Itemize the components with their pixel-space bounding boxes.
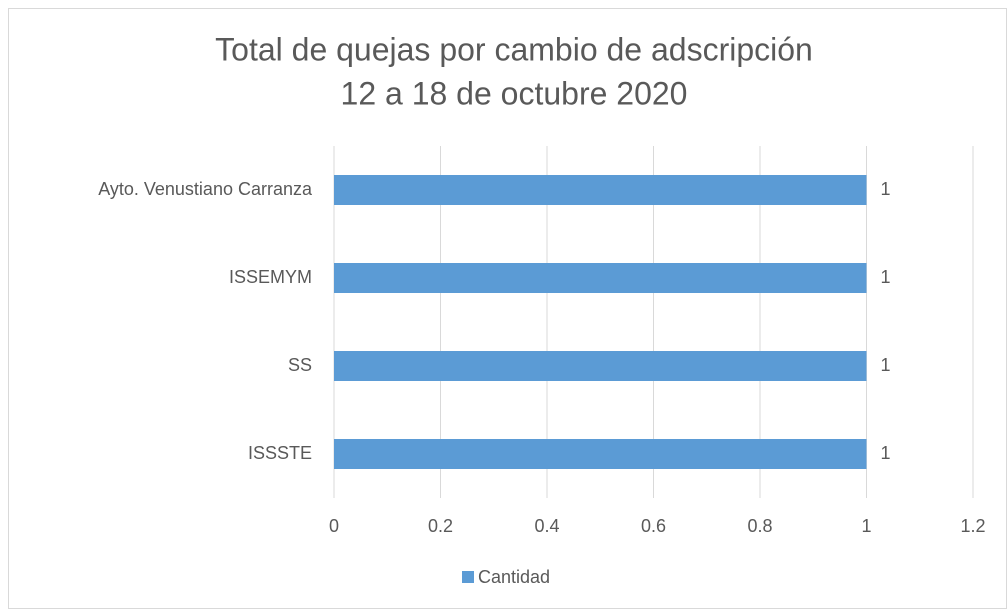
- data-label: 1: [881, 355, 891, 375]
- chart-subtitle: 12 a 18 de octubre 2020: [341, 75, 688, 111]
- bar: [334, 439, 867, 469]
- x-tick-label: 1.2: [960, 516, 985, 536]
- chart-title: Total de quejas por cambio de adscripció…: [215, 31, 813, 67]
- data-label: 1: [881, 179, 891, 199]
- x-tick-label: 0.2: [428, 516, 453, 536]
- chart-border: [8, 8, 1007, 609]
- y-tick-label: ISSSTE: [248, 443, 312, 463]
- x-tick-label: 1: [861, 516, 871, 536]
- legend-swatch: [462, 571, 474, 583]
- legend-label: Cantidad: [478, 567, 550, 587]
- bar: [334, 175, 867, 205]
- bar: [334, 351, 867, 381]
- data-label: 1: [881, 267, 891, 287]
- bar: [334, 263, 867, 293]
- data-label: 1: [881, 443, 891, 463]
- y-tick-label: ISSEMYM: [229, 267, 312, 287]
- x-tick-label: 0.4: [534, 516, 559, 536]
- x-tick-label: 0: [329, 516, 339, 536]
- y-tick-label: SS: [288, 355, 312, 375]
- y-tick-label: Ayto. Venustiano Carranza: [98, 179, 313, 199]
- x-tick-label: 0.8: [747, 516, 772, 536]
- x-tick-label: 0.6: [641, 516, 666, 536]
